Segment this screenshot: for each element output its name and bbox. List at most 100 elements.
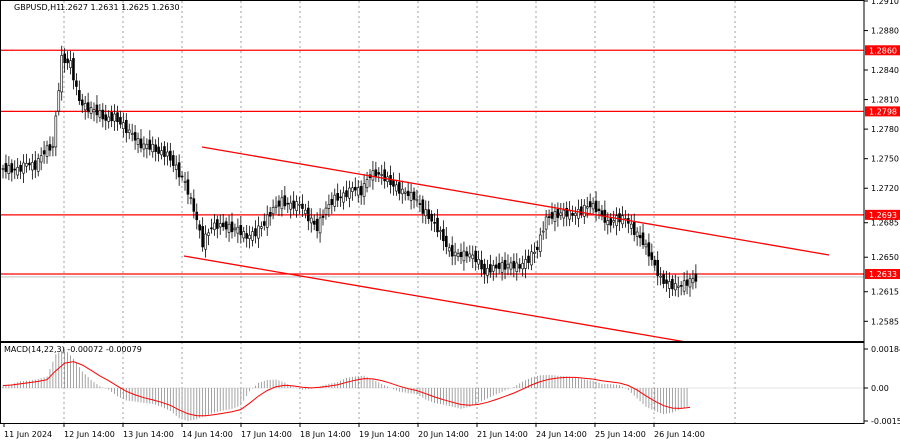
candle-body xyxy=(577,209,580,219)
candle-body xyxy=(221,222,225,228)
candle-body xyxy=(380,174,384,176)
candle-body xyxy=(39,155,43,163)
macd-tick-label: 0.00 xyxy=(871,384,889,393)
candle-body xyxy=(439,230,442,233)
x-tick-label: 26 Jun 14:00 xyxy=(654,430,705,439)
candle-body xyxy=(544,216,548,230)
candle-body xyxy=(524,259,527,269)
candle-body xyxy=(509,262,513,270)
candle-body xyxy=(151,143,155,153)
candle-body xyxy=(230,221,234,233)
candle-body xyxy=(171,155,175,166)
ohlc-readout: 1.2627 1.2631 1.2625 1.2630 xyxy=(60,3,180,12)
level-price-label: 1.2693 xyxy=(869,211,897,220)
candle-body xyxy=(536,246,539,251)
candle-body xyxy=(36,158,40,172)
candle-body xyxy=(415,198,419,202)
candle-body xyxy=(83,103,87,111)
candle-body xyxy=(233,227,237,231)
candle-body xyxy=(530,251,533,266)
candle-body xyxy=(201,226,204,248)
macd-tick-label: 0.00184 xyxy=(871,345,900,354)
candle-body xyxy=(4,163,8,172)
candle-body xyxy=(51,146,55,148)
symbol-label: GBPUSD,H1 xyxy=(14,3,61,12)
y-tick-label: 1.2585 xyxy=(871,317,899,326)
candle-body xyxy=(574,212,577,216)
candle-body xyxy=(166,151,169,157)
candle-body xyxy=(447,247,451,252)
candle-body xyxy=(580,206,583,215)
candle-body xyxy=(72,58,75,81)
candle-body xyxy=(69,60,72,69)
y-tick-label: 1.2685 xyxy=(871,219,899,228)
candle-body xyxy=(104,114,108,121)
candle-body xyxy=(668,281,671,289)
candle-body xyxy=(612,220,615,223)
candle-body xyxy=(277,200,281,207)
candle-body xyxy=(674,283,677,291)
x-tick-label: 20 Jun 14:00 xyxy=(418,430,469,439)
candle-body xyxy=(289,202,293,210)
y-tick-label: 1.2750 xyxy=(871,155,899,164)
candle-body xyxy=(348,187,351,199)
candle-body xyxy=(459,251,463,258)
grid xyxy=(63,1,736,423)
candle-body xyxy=(462,250,466,262)
candle-body xyxy=(588,201,592,208)
candle-body xyxy=(362,183,366,197)
level-price-tag xyxy=(865,45,900,56)
candle-body xyxy=(321,215,325,218)
candles xyxy=(1,45,698,299)
candle-body xyxy=(659,275,662,278)
candle-body xyxy=(7,165,11,174)
candle-body xyxy=(48,144,52,151)
candle-body xyxy=(101,109,105,120)
candle-body xyxy=(169,150,172,161)
candle-body xyxy=(406,190,410,197)
x-tick-label: 17 Jun 14:00 xyxy=(241,430,292,439)
candle-body xyxy=(119,117,122,125)
candle-body xyxy=(19,164,22,172)
candle-body xyxy=(136,138,140,145)
candle-body xyxy=(22,162,25,174)
candle-body xyxy=(556,208,560,218)
candle-body xyxy=(213,222,216,230)
y-tick-label: 1.2780 xyxy=(871,125,899,134)
candle-body xyxy=(145,143,149,149)
x-tick-label: 12 Jun 14:00 xyxy=(64,430,115,439)
trend-channel xyxy=(183,146,830,343)
x-tick-label: 21 Jun 14:00 xyxy=(477,430,528,439)
candle-body xyxy=(304,209,307,214)
candle-body xyxy=(160,150,163,156)
x-tick-label: 24 Jun 14:00 xyxy=(536,430,587,439)
x-tick-label: 19 Jun 14:00 xyxy=(359,430,410,439)
candle-body xyxy=(527,255,530,263)
candle-body xyxy=(442,229,445,242)
candle-body xyxy=(254,228,257,237)
candle-body xyxy=(694,273,698,282)
candle-body xyxy=(204,233,207,250)
candle-body xyxy=(80,99,84,106)
candle-body xyxy=(682,280,686,292)
candle-body xyxy=(130,133,134,135)
candle-body xyxy=(521,263,524,270)
candle-body xyxy=(163,146,166,157)
level-price-label: 1.2633 xyxy=(869,270,897,279)
candle-body xyxy=(565,207,568,217)
candle-body xyxy=(192,198,196,212)
candle-body xyxy=(491,265,495,272)
candle-body xyxy=(336,193,339,201)
level-price-tag xyxy=(865,106,900,117)
candle-body xyxy=(60,55,64,93)
candle-body xyxy=(474,250,477,263)
candle-body xyxy=(301,203,304,209)
candle-body xyxy=(685,279,689,286)
candle-body xyxy=(641,232,645,245)
candle-body xyxy=(679,285,683,287)
y-tick-label: 1.2810 xyxy=(871,96,899,105)
candle-body xyxy=(45,145,49,157)
candle-body xyxy=(430,213,433,222)
